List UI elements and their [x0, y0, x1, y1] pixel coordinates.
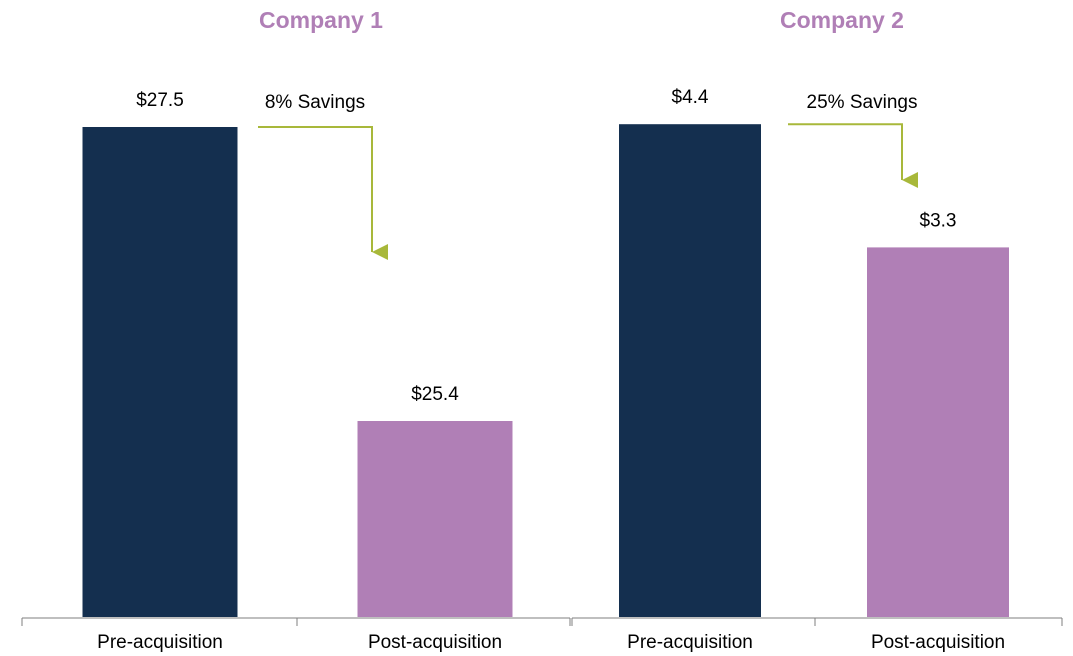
annotation: 25% Savings — [807, 92, 918, 113]
value-label: $4.4 — [672, 87, 709, 108]
bar — [867, 247, 1009, 617]
x-tick-label: Pre-acquisition — [627, 632, 753, 653]
annotation: 8% Savings — [265, 92, 365, 113]
savings-arrow — [788, 123, 918, 188]
value-label: $3.3 — [920, 210, 957, 231]
bar — [82, 127, 238, 617]
savings-arrow — [258, 126, 388, 260]
value-label: $27.5 — [136, 90, 184, 111]
bar — [619, 124, 761, 617]
x-tick-label: Post-acquisition — [368, 632, 502, 653]
bar — [357, 421, 513, 617]
x-tick-label: Pre-acquisition — [97, 632, 223, 653]
x-tick-label: Post-acquisition — [871, 632, 1005, 653]
value-label: $25.4 — [411, 384, 459, 405]
chart-title: Company 1 — [259, 7, 383, 33]
chart-title: Company 2 — [780, 7, 904, 33]
